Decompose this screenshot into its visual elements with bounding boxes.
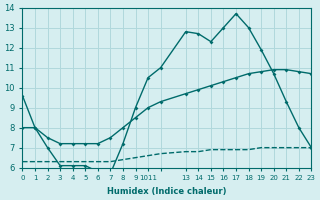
X-axis label: Humidex (Indice chaleur): Humidex (Indice chaleur): [107, 187, 227, 196]
